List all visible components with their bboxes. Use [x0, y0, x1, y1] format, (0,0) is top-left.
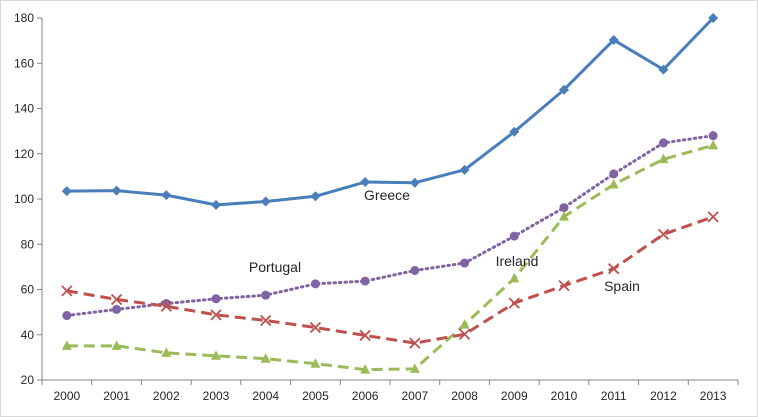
data-point-portugal [460, 258, 470, 268]
data-point-greece [658, 64, 669, 75]
x-tick-label: 2000 [54, 389, 81, 403]
x-tick-label: 2012 [650, 389, 677, 403]
data-point-greece [310, 191, 321, 202]
data-point-greece [211, 199, 221, 210]
x-tick-label: 2011 [601, 389, 627, 403]
data-point-portugal [211, 294, 221, 304]
data-point-portugal [62, 311, 72, 321]
data-point-greece [708, 13, 719, 23]
data-point-spain [508, 297, 520, 309]
data-point-ireland [211, 350, 221, 360]
data-point-greece [111, 185, 122, 196]
series-label-portugal: Portugal [249, 259, 301, 275]
series-label-spain: Spain [604, 278, 640, 294]
data-point-ireland [708, 139, 719, 150]
series-greece [61, 13, 719, 210]
data-point-greece [509, 126, 520, 137]
series-line-portugal [65, 134, 715, 318]
data-point-ireland [310, 358, 321, 368]
series-ireland [61, 139, 719, 374]
data-point-spain [409, 337, 421, 349]
data-point-spain [707, 211, 719, 223]
y-tick-label: 60 [21, 283, 35, 297]
series-line-greece [66, 16, 715, 207]
series-portugal [62, 131, 718, 321]
data-point-spain [260, 314, 272, 327]
data-point-ireland [260, 353, 271, 363]
y-tick-label: 140 [14, 102, 34, 116]
data-point-ireland [559, 211, 569, 221]
data-point-ireland [658, 153, 669, 164]
data-point-portugal [310, 279, 320, 289]
data-point-greece [161, 190, 172, 201]
data-point-greece [61, 186, 72, 197]
data-point-greece [608, 34, 619, 45]
data-point-ireland [360, 364, 371, 374]
x-tick-label: 2001 [103, 389, 130, 403]
series-layer [61, 13, 719, 374]
data-point-greece [260, 196, 271, 207]
y-tick-label: 100 [14, 192, 34, 206]
data-point-portugal [559, 203, 569, 213]
y-tick-label: 180 [14, 11, 34, 25]
series-line-ireland [66, 143, 714, 372]
data-point-spain [608, 263, 620, 275]
x-tick-label: 2002 [153, 389, 180, 403]
data-point-ireland [509, 272, 520, 283]
data-point-ireland [161, 347, 172, 357]
x-tick-label: 2008 [451, 389, 478, 403]
series-label-greece: Greece [364, 187, 410, 203]
data-point-spain [558, 280, 570, 292]
data-point-portugal [112, 304, 122, 314]
x-tick-label: 2010 [551, 389, 578, 403]
series-line-spain [66, 215, 714, 345]
x-tick-label: 2004 [252, 389, 279, 403]
data-point-ireland [459, 319, 470, 329]
data-point-spain [110, 293, 123, 306]
series-labels: Greece Portugal Ireland Spain [249, 187, 640, 294]
x-tick-label: 2006 [352, 389, 379, 403]
data-point-portugal [410, 265, 420, 275]
x-tick-label: 2003 [203, 389, 230, 403]
data-point-greece [409, 177, 420, 188]
data-point-spain [458, 328, 471, 340]
data-point-greece [559, 84, 569, 95]
y-tick-label: 80 [21, 237, 35, 251]
data-point-portugal [360, 276, 370, 286]
y-tick-label: 160 [14, 56, 34, 70]
y-axis: 20 40 60 80 100 120 140 160 180 [14, 11, 43, 387]
data-point-greece [459, 164, 470, 175]
y-tick-label: 120 [14, 147, 34, 161]
data-point-ireland [409, 363, 420, 373]
series-spain [61, 211, 719, 349]
y-tick-label: 20 [21, 373, 35, 387]
data-point-ireland [111, 340, 122, 350]
data-point-portugal [609, 169, 619, 179]
data-point-spain [359, 329, 371, 342]
x-tick-label: 2007 [402, 389, 429, 403]
data-point-portugal [658, 138, 668, 148]
data-point-ireland [61, 340, 72, 350]
data-point-spain [657, 228, 670, 240]
data-point-portugal [509, 231, 519, 241]
data-point-spain [61, 285, 73, 297]
data-point-portugal [708, 131, 718, 141]
data-point-ireland [608, 179, 619, 189]
data-point-spain [160, 300, 172, 312]
x-tick-label: 2005 [302, 389, 329, 403]
x-axis: 2000 2001 2002 2003 2004 2005 2006 2007 2008 2009… [41, 379, 739, 403]
data-point-greece [360, 177, 371, 188]
data-point-portugal [261, 290, 271, 300]
x-tick-label: 2013 [700, 389, 727, 403]
y-tick-label: 40 [21, 328, 35, 342]
data-point-spain [309, 321, 322, 334]
data-point-spain [210, 309, 222, 321]
x-tick-label: 2009 [501, 389, 528, 403]
series-label-ireland: Ireland [496, 253, 539, 269]
